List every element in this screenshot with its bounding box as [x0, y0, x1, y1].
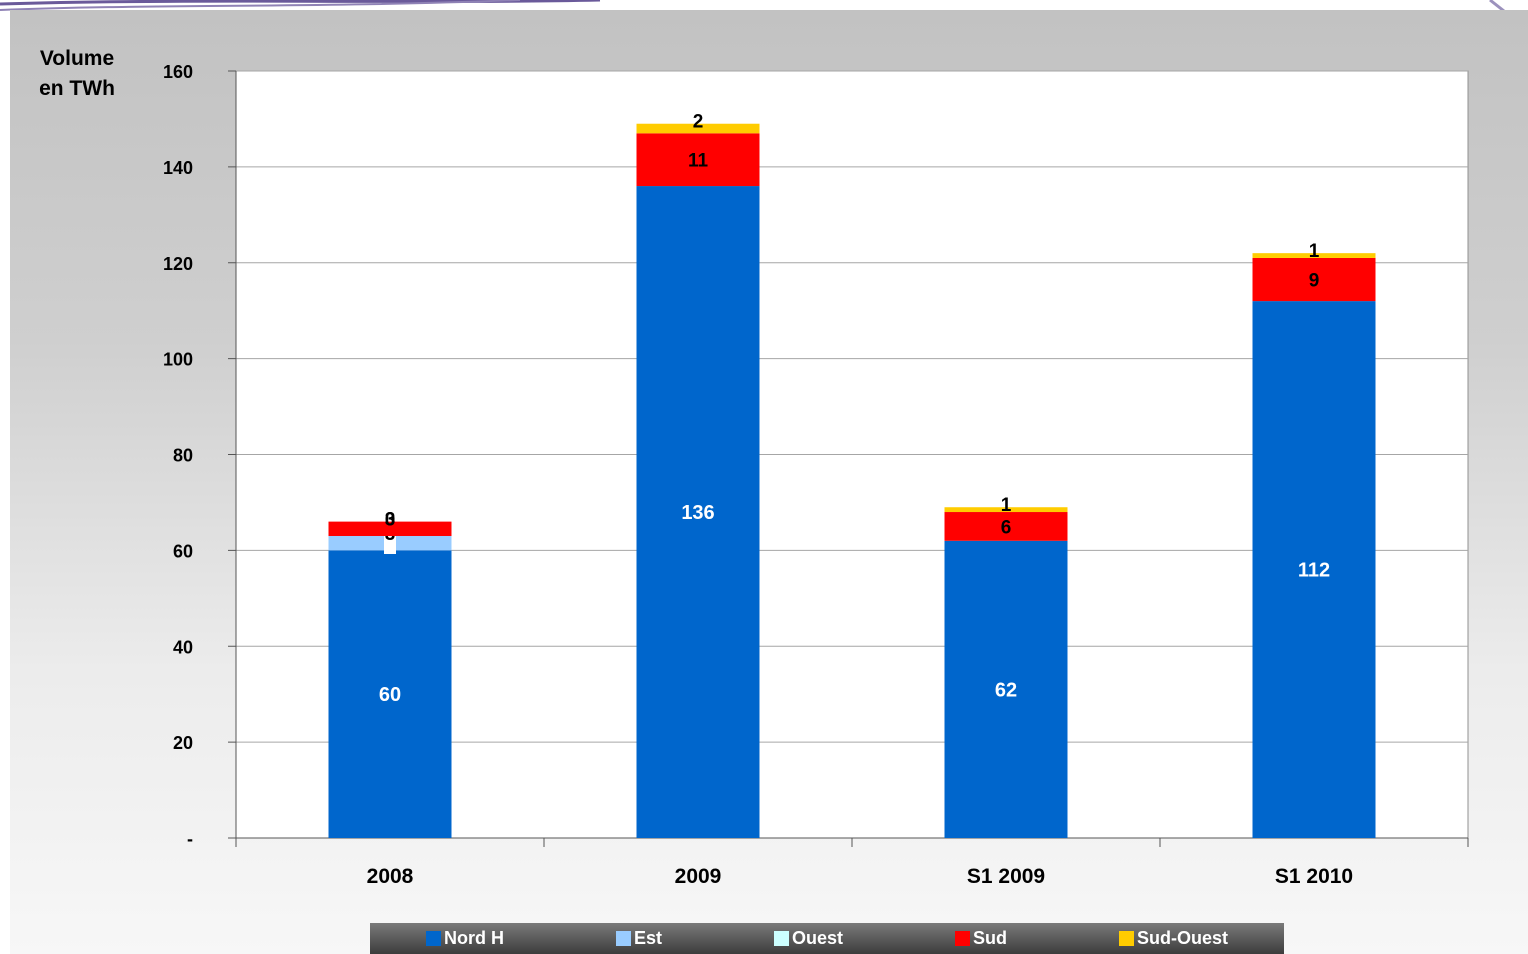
bar-segment: [944, 507, 1068, 513]
y-tick-label: 60: [173, 541, 193, 561]
x-tick-label: S1 2009: [967, 865, 1045, 888]
legend-item: Ouest: [773, 928, 843, 949]
y-tick-label: -: [187, 829, 193, 849]
legend-swatch: [1118, 931, 1134, 946]
y-tick-label: 120: [163, 254, 193, 274]
y-axis-title-line-2: en TWh: [39, 77, 115, 100]
legend-label: Ouest: [791, 928, 843, 948]
legend: Nord H Est Ouest Sud Sud-Ouest: [370, 923, 1284, 954]
y-tick-label: 160: [163, 62, 193, 82]
bar-segment: [1252, 253, 1376, 258]
legend-swatch: [773, 931, 789, 946]
data-label: 6: [1001, 517, 1012, 538]
data-label: 62: [995, 679, 1017, 701]
legend-item: Est: [615, 928, 662, 949]
legend-swatch: [425, 931, 441, 946]
x-tick-label: S1 2010: [1275, 865, 1353, 888]
legend-label: Est: [633, 928, 662, 948]
data-label: 60: [379, 684, 401, 706]
data-label: 0: [385, 510, 396, 531]
data-label: 3: [385, 510, 396, 531]
data-label: 2: [693, 112, 704, 133]
legend-item: Sud-Ouest: [1118, 928, 1228, 949]
data-label: 136: [681, 502, 714, 524]
y-tick-label: 40: [173, 637, 193, 657]
y-tick-label: 100: [163, 350, 193, 370]
legend-label: Sud-Ouest: [1136, 928, 1228, 948]
legend-label: Sud: [972, 928, 1007, 948]
y-tick-label: 140: [163, 158, 193, 178]
legend-label: Nord H: [443, 928, 504, 948]
legend-swatch: [615, 931, 631, 946]
y-axis-title-line-1: Volume: [39, 47, 115, 70]
bar-segment: [636, 123, 760, 134]
data-label: 1: [1309, 241, 1320, 262]
data-label: 112: [1298, 560, 1330, 582]
bar-segment: [328, 521, 452, 536]
x-tick-label: 2008: [367, 865, 414, 888]
data-label: 11: [688, 151, 709, 172]
data-label: 1: [1001, 495, 1012, 516]
legend-item: Sud: [954, 928, 1007, 949]
data-label: 9: [1309, 271, 1320, 292]
y-axis-title: Volume en TWh: [22, 44, 132, 104]
legend-swatch: [954, 931, 970, 946]
bar-segment: [636, 186, 760, 839]
bar-segment: [944, 540, 1068, 838]
legend-item: Nord H: [425, 928, 504, 949]
bar-segment: [636, 133, 760, 187]
x-tick-label: 2009: [675, 865, 722, 888]
bar-segment: [1252, 257, 1376, 302]
bar-segment: [944, 512, 1068, 541]
y-tick-label: 80: [173, 446, 193, 466]
bar-segment: [328, 550, 452, 838]
y-tick-label: 20: [173, 733, 193, 753]
bar-segment: [1252, 301, 1376, 839]
